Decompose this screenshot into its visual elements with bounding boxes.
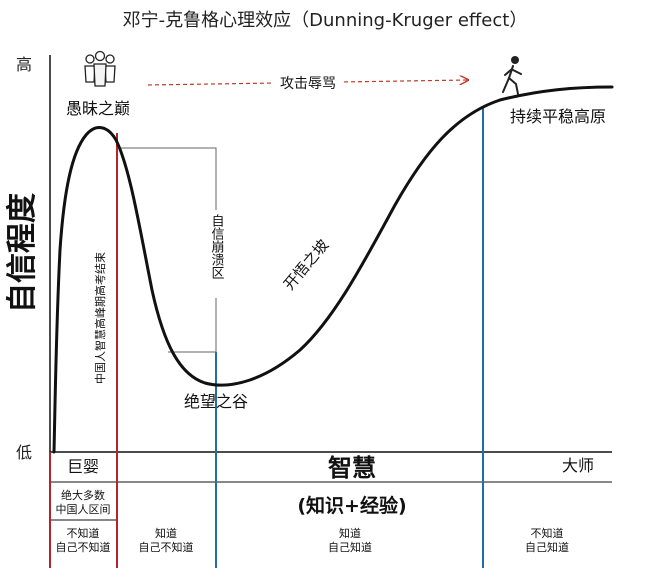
x-axis-subtitle: (知识+经验) (297, 494, 406, 517)
y-axis-title: 自信程度 (5, 193, 40, 313)
x-axis-start-label: 巨婴 (67, 457, 99, 476)
stage-caption-1: 不知道 自己不知道 (56, 526, 111, 554)
stage-caption-2: 知道 自己不知道 (139, 526, 194, 554)
red-line-note: 中国人智慧高峰期高考结束 (93, 252, 107, 384)
crowd-icon (84, 50, 116, 87)
stage-caption-3: 知道 自己知道 (328, 526, 372, 554)
collapse-zone-label: 自信崩溃区 (209, 214, 225, 279)
insult-dashed-arrow (147, 80, 468, 86)
stage-caption-4-line1: 不知道 (531, 526, 564, 540)
valley-label: 绝望之谷 (184, 392, 248, 411)
stage-caption-4: 不知道 自己知道 (525, 526, 569, 554)
insult-label-mask (272, 72, 344, 92)
collapse-bracket (117, 147, 217, 353)
walker-icon (502, 56, 522, 95)
stage-caption-3-line2: 自己知道 (328, 540, 372, 554)
region-note-line1: 绝大多数 (61, 488, 105, 502)
plateau-label: 持续平稳高原 (510, 107, 606, 126)
insult-label: 攻击辱骂 (280, 76, 336, 92)
x-axis-end-label: 大师 (562, 456, 594, 475)
stage-caption-1-line1: 不知道 (67, 526, 100, 540)
diagram-title: 邓宁-克鲁格心理效应（Dunning-Kruger effect） (123, 10, 528, 31)
peak-label: 愚昧之巅 (66, 99, 130, 118)
collapse-label-mask (206, 210, 226, 298)
dunning-kruger-curve (52, 85, 614, 454)
stage-caption-1-line2: 自己不知道 (56, 540, 111, 554)
stage-caption-4-line2: 自己知道 (525, 540, 569, 554)
slope-label: 开悟之坡 (280, 236, 332, 294)
y-axis-low-label: 低 (16, 443, 32, 462)
y-axis-high-label: 高 (16, 55, 32, 74)
region-note-line2: 中国人区间 (56, 503, 111, 516)
x-axis-title: 智慧 (328, 454, 376, 482)
stage-caption-3-line1: 知道 (339, 526, 361, 540)
stage-caption-2-line1: 知道 (155, 526, 177, 540)
stage-caption-2-line2: 自己不知道 (139, 540, 194, 554)
